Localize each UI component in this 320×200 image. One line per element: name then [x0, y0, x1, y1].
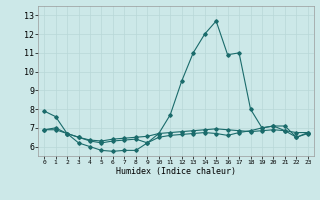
X-axis label: Humidex (Indice chaleur): Humidex (Indice chaleur) [116, 167, 236, 176]
